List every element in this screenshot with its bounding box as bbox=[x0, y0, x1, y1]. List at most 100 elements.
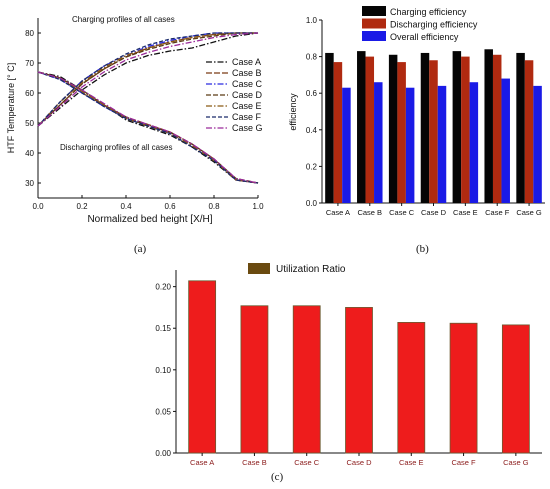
legend-label: Case E bbox=[232, 101, 262, 111]
bar-overall-efficiency-case-f bbox=[501, 78, 510, 203]
bar-utilization-ratio-case-f bbox=[449, 322, 478, 454]
bar-charging-efficiency-case-b bbox=[357, 51, 366, 203]
series-line-charging-case-g bbox=[37, 32, 259, 127]
series-line-charging-case-a bbox=[37, 32, 259, 127]
x-tick-label: 0.4 bbox=[120, 202, 132, 211]
bar-overall-efficiency-case-b bbox=[374, 82, 383, 203]
bar-overall-efficiency-case-e bbox=[469, 82, 479, 203]
bar-discharging-efficiency-case-d bbox=[429, 60, 438, 204]
bar-discharging-efficiency-case-f bbox=[492, 54, 502, 203]
legend-label: Discharging efficiency bbox=[390, 20, 478, 30]
series-line-charging-case-d bbox=[37, 32, 258, 127]
legend-label: Case A bbox=[232, 57, 261, 67]
series-line-discharging-case-f bbox=[37, 71, 259, 184]
y-tick-label: 0.8 bbox=[306, 53, 318, 62]
x-tick-label: Case B bbox=[242, 458, 267, 467]
legend-swatch bbox=[362, 6, 386, 16]
y-tick-label: 0.10 bbox=[155, 366, 171, 375]
legend-label: Overall efficiency bbox=[390, 32, 459, 42]
bar-charging-efficiency-case-g bbox=[516, 52, 525, 203]
y-tick-label: 30 bbox=[25, 179, 34, 188]
y-tick-label: 50 bbox=[25, 119, 34, 128]
y-tick-label: 0.05 bbox=[155, 407, 171, 416]
x-axis-title: Normalized bed height [X/H] bbox=[87, 214, 212, 225]
legend-swatch bbox=[362, 31, 386, 41]
x-tick-label: Case G bbox=[516, 208, 542, 217]
bar-overall-efficiency-case-g bbox=[533, 85, 542, 203]
bar-discharging-efficiency-case-g bbox=[524, 60, 534, 204]
x-tick-label: Case D bbox=[421, 208, 447, 217]
series-line-charging-case-f bbox=[37, 32, 258, 127]
bar-discharging-efficiency-case-c bbox=[397, 62, 406, 204]
legend-swatch bbox=[248, 263, 270, 274]
y-tick-label: 80 bbox=[25, 29, 34, 38]
legend-label: Utilization Ratio bbox=[276, 264, 346, 275]
series-line-discharging-case-d bbox=[37, 71, 259, 184]
x-tick-label: Case E bbox=[399, 458, 424, 467]
annotation-discharging: Discharging profiles of all cases bbox=[60, 143, 173, 152]
bar-utilization-ratio-case-d bbox=[345, 307, 373, 454]
y-tick-label: 40 bbox=[25, 149, 34, 158]
caption-b: (b) bbox=[416, 243, 429, 255]
chart-b-efficiency: efficiency 0.0 0.2 0.4 0.6 0.8 1.0 Case A Case … bbox=[288, 6, 545, 217]
caption-c: (c) bbox=[271, 471, 284, 483]
x-tick-label: Case G bbox=[503, 458, 529, 467]
series-line-charging-case-b bbox=[37, 32, 258, 127]
y-tick-label: 0.20 bbox=[155, 283, 171, 292]
bar-charging-efficiency-case-d bbox=[420, 52, 430, 203]
x-tick-label: 0.8 bbox=[208, 202, 220, 211]
y-axis-title: efficiency bbox=[288, 93, 298, 131]
annotation-charging: Charging profiles of all cases bbox=[72, 15, 175, 24]
y-axis-title: HTF Temperature [° C] bbox=[6, 63, 16, 153]
bar-charging-efficiency-case-a bbox=[325, 52, 334, 203]
y-tick-label: 60 bbox=[25, 89, 34, 98]
bar-utilization-ratio-case-a bbox=[188, 280, 217, 454]
x-tick-label: Case C bbox=[294, 458, 320, 467]
y-tick-label: 0.4 bbox=[306, 126, 318, 135]
chart-c-utilization: 0.00 0.05 0.10 0.15 0.20 Case A Case B Case C Ca… bbox=[155, 263, 542, 467]
bar-overall-efficiency-case-d bbox=[437, 85, 447, 203]
x-tick-label: 0.0 bbox=[32, 202, 44, 211]
x-tick-label: 1.0 bbox=[252, 202, 264, 211]
x-tick-label: 0.2 bbox=[76, 202, 88, 211]
y-tick-label: 0.0 bbox=[306, 199, 318, 208]
series-line-discharging-case-g bbox=[37, 71, 259, 184]
series-line-discharging-case-c bbox=[37, 71, 259, 184]
bar-discharging-efficiency-case-e bbox=[461, 56, 470, 203]
legend-label: Case C bbox=[232, 79, 263, 89]
legend-label: Case G bbox=[232, 123, 263, 133]
x-tick-label: Case F bbox=[485, 208, 510, 217]
y-tick-label: 0.00 bbox=[155, 449, 171, 458]
bar-utilization-ratio-case-c bbox=[292, 305, 321, 454]
y-tick-label: 0.15 bbox=[155, 324, 171, 333]
bar-utilization-ratio-case-e bbox=[397, 322, 426, 454]
bar-discharging-efficiency-case-a bbox=[333, 62, 343, 204]
series-line-discharging-case-b bbox=[37, 71, 259, 184]
x-tick-label: Case D bbox=[346, 458, 372, 467]
bar-charging-efficiency-case-f bbox=[484, 49, 493, 203]
series-line-discharging-case-e bbox=[37, 71, 259, 184]
legend-label: Charging efficiency bbox=[390, 7, 467, 17]
y-tick-label: 0.2 bbox=[306, 162, 318, 171]
bar-utilization-ratio-case-g bbox=[501, 324, 530, 454]
y-tick-label: 1.0 bbox=[306, 16, 318, 25]
x-tick-label: Case F bbox=[451, 458, 476, 467]
bar-charging-efficiency-case-c bbox=[388, 54, 398, 203]
legend-label: Case B bbox=[232, 68, 262, 78]
y-tick-label: 70 bbox=[25, 59, 34, 68]
bar-discharging-efficiency-case-b bbox=[365, 56, 375, 203]
x-tick-label: Case A bbox=[326, 208, 350, 217]
x-tick-label: 0.6 bbox=[164, 202, 176, 211]
bar-charging-efficiency-case-e bbox=[452, 51, 462, 203]
legend-label: Case D bbox=[232, 90, 263, 100]
x-tick-label: Case E bbox=[453, 208, 478, 217]
chart-a-temperature-profiles: HTF Temperature [° C] Normalized bed hei… bbox=[6, 15, 264, 225]
legend-swatch bbox=[362, 18, 386, 29]
y-tick-label: 0.6 bbox=[306, 89, 318, 98]
x-tick-label: Case A bbox=[190, 458, 214, 467]
bar-overall-efficiency-case-a bbox=[342, 87, 351, 203]
x-tick-label: Case C bbox=[389, 208, 415, 217]
series-line-charging-case-c bbox=[37, 32, 258, 127]
caption-a: (a) bbox=[134, 243, 147, 255]
legend-label: Case F bbox=[232, 112, 262, 122]
